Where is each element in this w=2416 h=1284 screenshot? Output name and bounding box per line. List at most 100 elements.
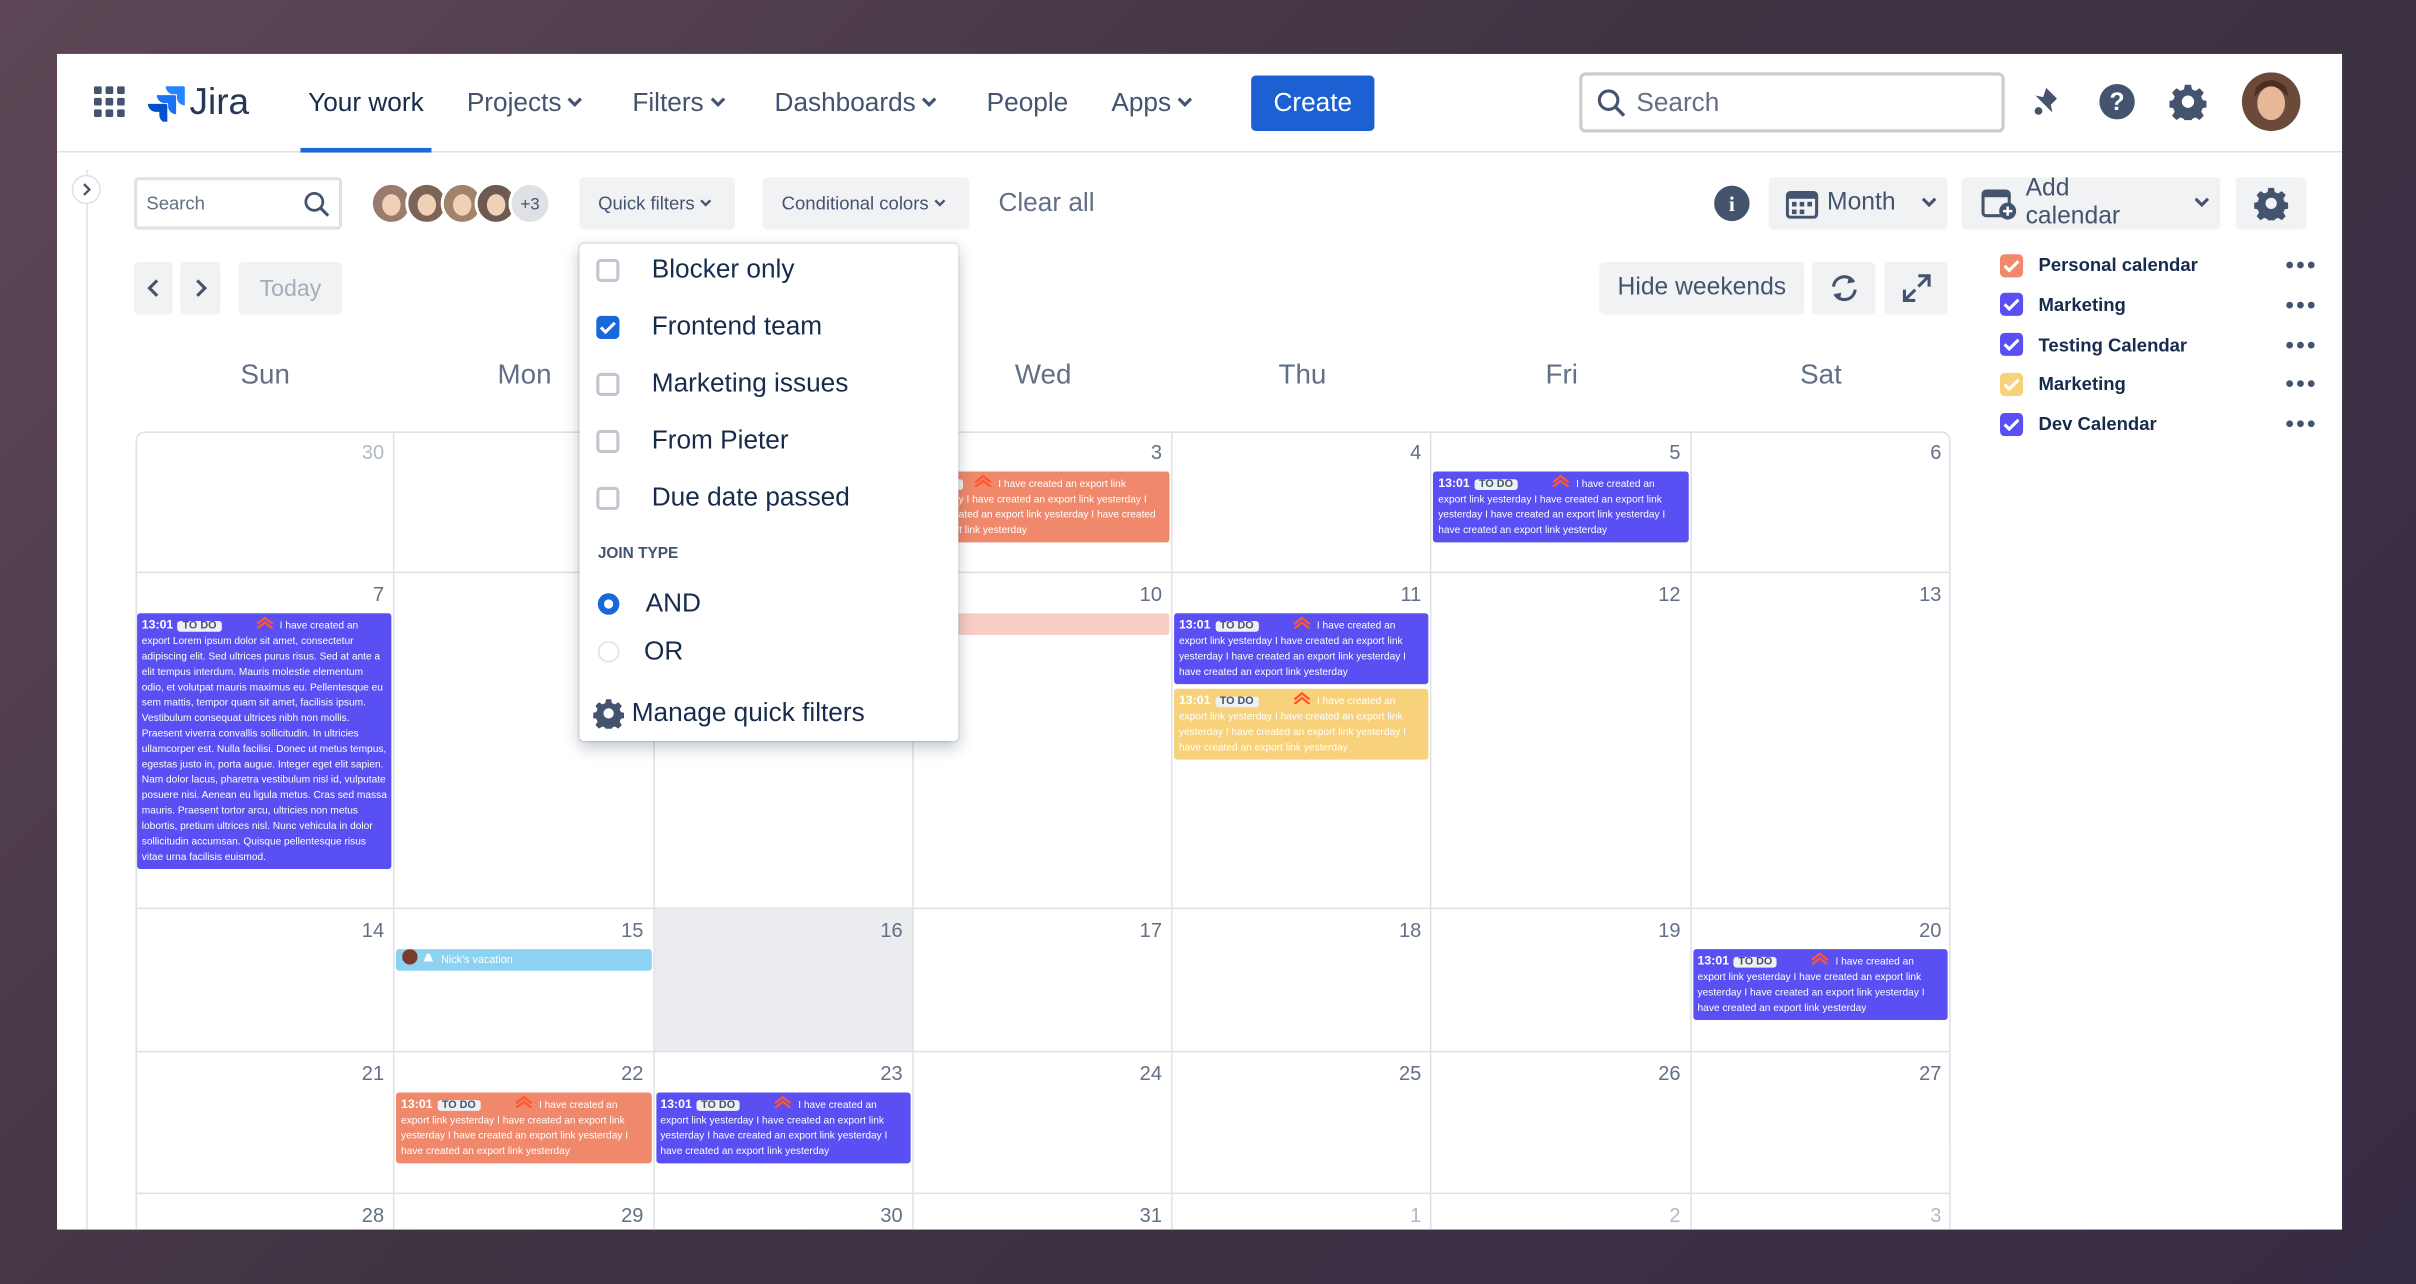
next-month[interactable] — [180, 261, 221, 315]
nav-item[interactable]: Dashboards — [775, 54, 944, 153]
calendar-settings[interactable] — [2235, 177, 2307, 230]
refresh-button[interactable] — [1811, 261, 1876, 315]
calendar-checkbox[interactable] — [1999, 372, 2024, 396]
settings-icon — [2254, 187, 2289, 221]
day-cell — [394, 573, 655, 910]
weekday: Thu — [1278, 359, 1327, 390]
day-number: 16 — [880, 918, 903, 942]
day-number: 23 — [880, 1061, 903, 1085]
day-cell: 26 — [1432, 1052, 1692, 1195]
more-actions[interactable] — [2285, 260, 2316, 269]
help[interactable]: ? — [2099, 83, 2136, 120]
quick-filters-dropdown: JOIN TYPE Manage quick filters Blocker o… — [579, 243, 959, 742]
day-number: 3 — [1930, 1203, 1942, 1227]
filter-label: Blocker only — [651, 254, 795, 284]
calendar-item[interactable]: Marketing — [1999, 289, 2316, 320]
notifications[interactable] — [2029, 85, 2063, 119]
join-type-heading: JOIN TYPE — [597, 545, 679, 563]
calendar-checkbox[interactable] — [1999, 253, 2024, 277]
event-status: TO DO — [696, 1100, 740, 1111]
event-card[interactable]: 13:01 TO DO I have created an export link … — [396, 1092, 652, 1164]
join-option[interactable]: AND — [579, 581, 958, 627]
create-button[interactable]: Create — [1251, 75, 1375, 131]
manage-quick-filters[interactable]: Manage quick filters — [579, 690, 958, 736]
day-number: 18 — [1398, 918, 1422, 942]
global-search[interactable]: Search — [1579, 72, 2005, 133]
event-card[interactable]: 13:01 TO DO I have created an export Lorem… — [137, 613, 392, 870]
more-actions[interactable] — [2285, 419, 2316, 428]
filter-checkbox[interactable] — [596, 486, 620, 510]
more-actions[interactable] — [2285, 300, 2316, 309]
event-time: 13:01 — [1438, 476, 1470, 490]
event-card[interactable]: 13:01 TO DO I have created an export link … — [655, 1092, 911, 1164]
calendar-name: Personal calendar — [2038, 254, 2198, 276]
nav-item[interactable]: Projects — [467, 54, 589, 153]
calendar-search[interactable]: Search — [134, 177, 343, 230]
event-card[interactable]: 13:01 TO DO I have created an export link … — [1174, 688, 1429, 760]
day-cell: 19 — [1432, 909, 1692, 1053]
join-label: AND — [645, 588, 701, 618]
sidebar-toggle[interactable] — [71, 174, 102, 205]
conditional-colors-button[interactable]: Conditional colors — [762, 177, 970, 230]
calendar-item[interactable]: Dev Calendar — [1999, 409, 2316, 440]
nav-label: Projects — [466, 87, 562, 118]
nav-item[interactable]: People — [987, 54, 1069, 153]
calendar-checkbox[interactable] — [1999, 332, 2024, 357]
join-radio[interactable] — [597, 640, 620, 663]
nav-item[interactable]: Apps — [1111, 54, 1198, 153]
profile-avatar[interactable] — [2241, 72, 2301, 131]
people-filter[interactable]: +3 — [369, 181, 555, 225]
logo[interactable]: Jira — [147, 82, 249, 125]
day-number: 29 — [621, 1203, 644, 1227]
filter-option[interactable]: Frontend team — [579, 304, 958, 350]
filter-option[interactable]: From Pieter — [579, 418, 958, 464]
day-cell: 17 — [913, 909, 1173, 1053]
nav-item[interactable]: Your work — [300, 54, 432, 153]
calendar-item[interactable]: Marketing — [1999, 369, 2316, 400]
day-number: 7 — [372, 582, 385, 606]
event-summary: I have created an export link yesterday … — [660, 1100, 888, 1158]
calendar-checkbox[interactable] — [1999, 293, 2024, 317]
clear-all[interactable]: Clear all — [998, 187, 1095, 218]
join-radio[interactable] — [597, 593, 620, 615]
app-switcher[interactable] — [93, 86, 125, 118]
more-actions[interactable] — [2285, 340, 2316, 349]
more-actions[interactable] — [2285, 380, 2316, 389]
fullscreen-button[interactable] — [1884, 261, 1948, 315]
filter-checkbox[interactable] — [596, 315, 620, 339]
event-summary: I have created an export link yesterday … — [1178, 620, 1406, 678]
event-card[interactable]: 13:01 TO DO I have created an export link … — [1692, 949, 1948, 1021]
day-number: 2 — [1669, 1203, 1681, 1227]
manage-label: Manage quick filters — [631, 697, 865, 728]
previous-month[interactable] — [134, 261, 173, 315]
settings[interactable] — [2169, 83, 2207, 121]
search-placeholder: Search — [1636, 87, 1720, 117]
event-card[interactable]: 13:01 TO DO I have created an export link … — [1174, 613, 1429, 685]
nav-border — [57, 150, 2343, 153]
event-card[interactable]: 13:01 TO DO I have created an export link … — [1433, 471, 1689, 543]
join-option[interactable]: OR — [579, 629, 958, 675]
calendar-item[interactable]: Personal calendar — [1999, 250, 2316, 281]
add-calendar-button[interactable]: Add calendar — [1961, 176, 2221, 230]
filter-option[interactable]: Marketing issues — [579, 361, 958, 407]
quick-filters-button[interactable]: Quick filters — [579, 177, 735, 230]
filter-option[interactable]: Blocker only — [579, 247, 958, 293]
filter-checkbox[interactable] — [596, 372, 620, 396]
priority-icon — [1293, 691, 1310, 706]
weekday: Sun — [240, 359, 290, 390]
event-time: 13:01 — [1697, 953, 1730, 968]
nav-item[interactable]: Filters — [632, 54, 731, 153]
all-day-event[interactable]: Nick's vacation — [396, 949, 652, 971]
filter-checkbox[interactable] — [596, 258, 620, 282]
filter-checkbox[interactable] — [596, 429, 620, 453]
nav-label: Your work — [308, 87, 424, 118]
app-window: Jira Your work Projects Filters Dashboards P… — [57, 53, 2343, 1230]
calendar-item[interactable]: Testing Calendar — [1999, 329, 2316, 360]
view-switcher[interactable]: Month — [1768, 177, 1948, 230]
calendar-checkbox[interactable] — [1999, 412, 2024, 436]
filter-option[interactable]: Due date passed — [579, 475, 958, 521]
today-button[interactable]: Today — [238, 261, 343, 315]
hide-weekends-button[interactable]: Hide weekends — [1599, 261, 1805, 315]
svg-text:?: ? — [2110, 89, 2125, 116]
info[interactable]: i — [1713, 185, 1750, 222]
